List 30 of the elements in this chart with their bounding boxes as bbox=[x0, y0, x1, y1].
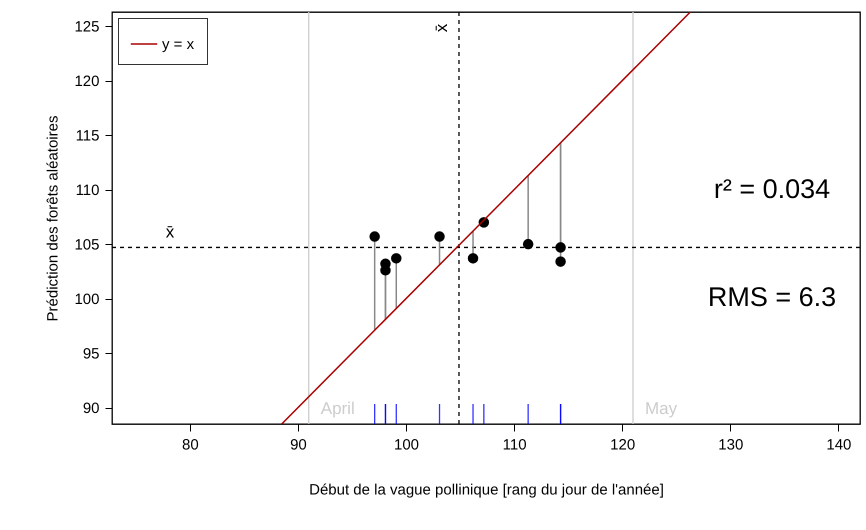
point bbox=[555, 256, 566, 267]
x-tick-label: 130 bbox=[718, 436, 744, 454]
ref-line-label: x̄ bbox=[432, 23, 451, 32]
annotation: RMS = 6.3 bbox=[708, 282, 836, 312]
x-tick-label: 100 bbox=[394, 436, 420, 454]
point bbox=[391, 253, 402, 264]
y-tick-label: 115 bbox=[76, 128, 100, 145]
y-tick-label: 90 bbox=[82, 400, 100, 418]
x-tick-label: 90 bbox=[290, 436, 307, 454]
x-axis-title: Début de la vague pollinique [rang du jour de l'année] bbox=[309, 482, 664, 498]
x-tick-label: 140 bbox=[826, 436, 852, 454]
y-tick-label: 100 bbox=[74, 291, 100, 308]
y-tick-label: 95 bbox=[82, 346, 100, 363]
ref-line-label: x̄ bbox=[166, 222, 175, 242]
legend-label: y = x bbox=[162, 36, 195, 53]
point bbox=[380, 265, 391, 276]
annotation: r² = 0.034 bbox=[714, 174, 830, 204]
point bbox=[522, 238, 534, 250]
y-axis-title: Prédiction des forêts aléatoires bbox=[44, 116, 62, 322]
point bbox=[434, 231, 445, 242]
x-tick-label: 120 bbox=[610, 436, 636, 454]
x-tick-label: 80 bbox=[182, 436, 199, 454]
x-tick-label: 110 bbox=[502, 436, 527, 454]
point bbox=[468, 253, 478, 264]
y-tick-label: 105 bbox=[74, 236, 100, 254]
y-tick-label: 125 bbox=[74, 18, 100, 36]
y-tick-label: 110 bbox=[76, 182, 100, 200]
y-tick-label: 120 bbox=[74, 73, 100, 90]
point bbox=[369, 231, 380, 242]
point bbox=[555, 242, 566, 253]
